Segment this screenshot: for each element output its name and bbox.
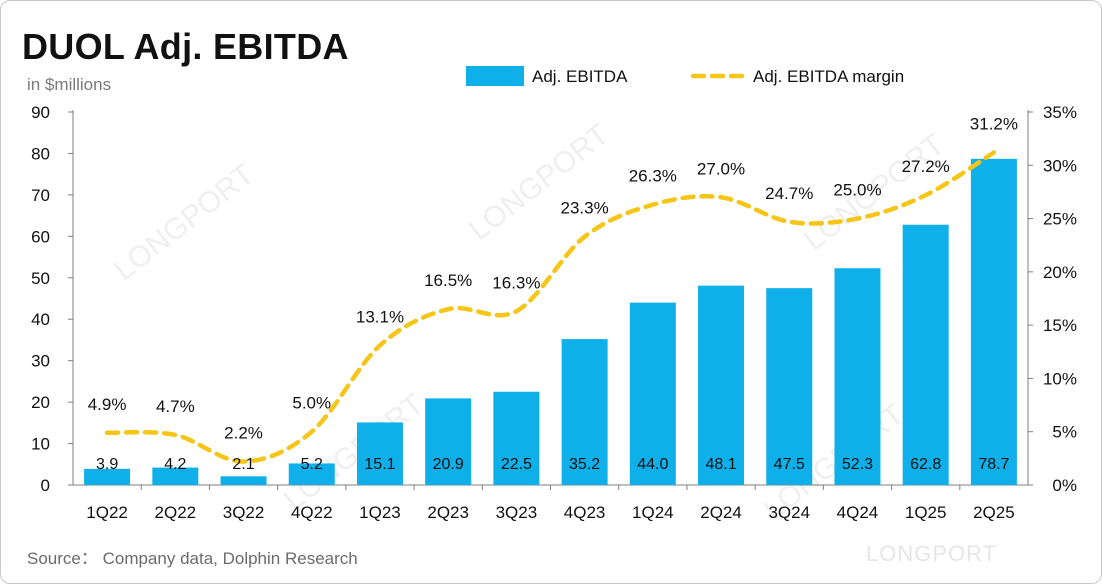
x-tick-label: 1Q25 bbox=[905, 503, 947, 522]
bar-value-label: 44.0 bbox=[637, 456, 668, 473]
margin-value-label: 2.2% bbox=[224, 424, 263, 443]
x-tick-label: 3Q23 bbox=[496, 503, 538, 522]
margin-value-label: 13.1% bbox=[356, 307, 404, 326]
legend-swatch-bar bbox=[466, 66, 524, 86]
y-right-tick-label: 0% bbox=[1052, 476, 1077, 495]
bar-value-label: 15.1 bbox=[364, 456, 395, 473]
bar bbox=[970, 158, 1017, 486]
bar bbox=[493, 391, 540, 485]
y-right-tick-label: 15% bbox=[1043, 316, 1077, 335]
bar bbox=[152, 467, 199, 485]
labels: 3.9 4.2 2.1 5.2 15.1 20.9 22.5 35.2 44.0 48.1 47.5… bbox=[88, 114, 1018, 473]
y-left-tick-label: 90 bbox=[31, 103, 50, 122]
y-left-tick-label: 10 bbox=[31, 435, 50, 454]
bar-value-label: 22.5 bbox=[501, 456, 532, 473]
x-tick-label: 1Q22 bbox=[86, 503, 128, 522]
x-tick-label: 4Q23 bbox=[564, 503, 606, 522]
margin-value-label: 4.9% bbox=[88, 395, 127, 414]
y-right-tick-label: 5% bbox=[1052, 423, 1077, 442]
margin-value-label: 27.2% bbox=[902, 157, 950, 176]
bar bbox=[425, 398, 472, 485]
bar-value-label: 62.8 bbox=[910, 456, 941, 473]
bar-value-label: 20.9 bbox=[433, 456, 464, 473]
margin-value-label: 16.3% bbox=[492, 273, 540, 292]
y-right-tick-label: 10% bbox=[1043, 369, 1077, 388]
x-tick-label: 3Q24 bbox=[768, 503, 810, 522]
margin-value-label: 27.0% bbox=[697, 159, 745, 178]
x-tick-label: 1Q23 bbox=[359, 503, 401, 522]
legend: Adj. EBITDA Adj. EBITDA margin bbox=[466, 66, 904, 86]
y-right-tick-label: 35% bbox=[1043, 103, 1077, 122]
x-tick-label: 2Q24 bbox=[700, 503, 742, 522]
bar bbox=[561, 339, 608, 485]
chart-title: DUOL Adj. EBITDA bbox=[22, 26, 349, 67]
y-right-tick-label: 20% bbox=[1043, 263, 1077, 282]
x-tick-label: 4Q24 bbox=[837, 503, 879, 522]
bar bbox=[84, 468, 131, 485]
bar-value-label: 2.1 bbox=[232, 456, 254, 473]
bar bbox=[220, 476, 267, 485]
margin-value-label: 4.7% bbox=[156, 397, 195, 416]
y-left-tick-label: 60 bbox=[31, 227, 50, 246]
margin-value-label: 23.3% bbox=[561, 199, 609, 218]
y-left-tick-label: 50 bbox=[31, 269, 50, 288]
y-left-tick-label: 20 bbox=[31, 393, 50, 412]
bar bbox=[288, 463, 335, 485]
chart-subtitle: in $millions bbox=[27, 75, 112, 94]
bar-value-label: 48.1 bbox=[705, 456, 736, 473]
margin-value-label: 26.3% bbox=[629, 167, 677, 186]
legend-label-line: Adj. EBITDA margin bbox=[753, 67, 904, 86]
y-left-tick-label: 0 bbox=[41, 476, 50, 495]
longport-logo: LONGPORT bbox=[866, 541, 998, 566]
x-tick-label: 2Q23 bbox=[427, 503, 469, 522]
y-left-tick-label: 40 bbox=[31, 310, 50, 329]
x-tick-label: 3Q22 bbox=[223, 503, 265, 522]
bar bbox=[356, 422, 403, 485]
watermark-text: LONGPORT bbox=[108, 158, 261, 287]
x-tick-label: 2Q22 bbox=[155, 503, 197, 522]
y-left-tick-label: 80 bbox=[31, 144, 50, 163]
bar-value-label: 4.2 bbox=[164, 456, 186, 473]
bar bbox=[834, 268, 881, 485]
bars bbox=[84, 158, 1017, 486]
margin-value-label: 31.2% bbox=[970, 114, 1018, 133]
margin-value-label: 25.0% bbox=[833, 181, 881, 200]
bar bbox=[698, 285, 745, 485]
margin-line bbox=[104, 150, 997, 464]
y-left-tick-label: 30 bbox=[31, 352, 50, 371]
bar-value-label: 47.5 bbox=[774, 456, 805, 473]
margin-value-label: 5.0% bbox=[292, 394, 331, 413]
bar bbox=[902, 224, 949, 485]
x-tick-label: 4Q22 bbox=[291, 503, 333, 522]
y-left-tick-label: 70 bbox=[31, 186, 50, 205]
margin-value-label: 16.5% bbox=[424, 271, 472, 290]
source-note: Source： Company data, Dolphin Research bbox=[27, 549, 358, 568]
bar-value-label: 35.2 bbox=[569, 456, 600, 473]
y-right-tick-label: 25% bbox=[1043, 210, 1077, 229]
margin-value-label: 24.7% bbox=[765, 184, 813, 203]
bar bbox=[629, 302, 676, 485]
x-tick-label: 2Q25 bbox=[973, 503, 1015, 522]
watermark-text: LONGPORT bbox=[463, 118, 616, 247]
bar bbox=[766, 288, 813, 485]
bar-value-label: 3.9 bbox=[96, 456, 118, 473]
bar-value-label: 5.2 bbox=[301, 456, 323, 473]
bar-value-label: 78.7 bbox=[978, 456, 1009, 473]
legend-label-bar: Adj. EBITDA bbox=[532, 67, 628, 86]
y-right-tick-label: 30% bbox=[1043, 156, 1077, 175]
bar-value-label: 52.3 bbox=[842, 456, 873, 473]
x-tick-label: 1Q24 bbox=[632, 503, 674, 522]
margin-line-path bbox=[104, 150, 997, 464]
